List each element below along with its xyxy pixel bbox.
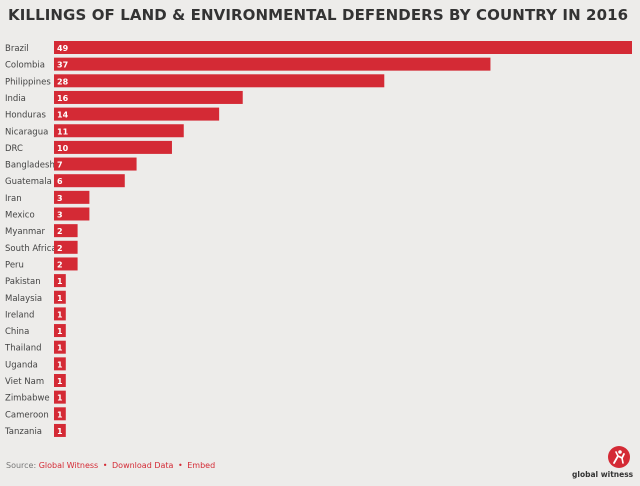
value-label: 2 — [57, 260, 63, 269]
value-label: 2 — [57, 227, 63, 236]
bar[interactable] — [54, 374, 66, 387]
category-label: Malaysia — [5, 294, 42, 304]
bar[interactable] — [54, 290, 66, 304]
bar[interactable] — [54, 357, 66, 371]
value-label: 1 — [57, 277, 63, 286]
bar[interactable] — [54, 274, 66, 288]
value-label: 37 — [57, 61, 68, 70]
value-label: 1 — [57, 410, 63, 419]
value-label: 28 — [57, 77, 69, 86]
chart-title: KILLINGS OF LAND & ENVIRONMENTAL DEFENDE… — [8, 6, 629, 24]
category-label: Cameroon — [5, 410, 49, 420]
bar[interactable] — [54, 90, 243, 104]
bar[interactable] — [54, 240, 78, 254]
value-label: 16 — [57, 94, 69, 103]
category-label: DRC — [5, 144, 23, 154]
category-label: Zimbabwe — [5, 394, 50, 404]
bar[interactable] — [54, 324, 66, 338]
bar[interactable] — [54, 307, 66, 321]
footer: Source: Global Witness • Download Data •… — [6, 461, 215, 470]
category-label: Bangladesh — [5, 161, 55, 171]
category-label: Thailand — [4, 344, 42, 354]
value-label: 1 — [57, 394, 63, 403]
category-label: India — [5, 94, 26, 104]
category-label: Iran — [5, 194, 22, 204]
value-label: 11 — [57, 127, 69, 136]
value-label: 14 — [57, 111, 69, 120]
category-label: China — [5, 327, 29, 337]
bar[interactable] — [54, 207, 90, 221]
category-label: Uganda — [5, 360, 38, 370]
bar[interactable] — [54, 157, 137, 171]
bar[interactable] — [54, 190, 90, 204]
value-label: 7 — [57, 161, 63, 170]
value-label: 1 — [57, 344, 63, 353]
category-label: Viet Nam — [5, 377, 44, 387]
bar[interactable] — [54, 340, 66, 354]
category-label: Ireland — [5, 310, 34, 320]
bar[interactable] — [54, 224, 78, 238]
category-label: Colombia — [5, 61, 45, 71]
category-label: Nicaragua — [5, 127, 48, 137]
bar[interactable] — [54, 57, 491, 71]
logo-text: global witness — [572, 470, 634, 479]
value-label: 1 — [57, 377, 63, 386]
value-label: 3 — [57, 194, 63, 203]
category-label: Philippines — [5, 77, 51, 87]
value-label: 3 — [57, 211, 63, 220]
bar[interactable] — [54, 74, 385, 88]
category-label: Peru — [5, 260, 24, 270]
value-label: 6 — [57, 177, 63, 186]
bar[interactable] — [54, 140, 172, 154]
value-label: 10 — [57, 144, 69, 153]
logo-icon — [608, 446, 630, 468]
category-label: Pakistan — [5, 277, 41, 287]
category-label: Mexico — [5, 211, 35, 221]
global-witness-logo: global witness — [572, 446, 636, 482]
bar[interactable] — [54, 107, 220, 121]
bar[interactable] — [54, 423, 66, 437]
separator: • — [177, 461, 183, 470]
download-data-link[interactable]: Download Data — [112, 461, 174, 470]
value-label: 1 — [57, 327, 63, 336]
separator: • — [102, 461, 108, 470]
bar[interactable] — [54, 41, 632, 54]
bar[interactable] — [54, 124, 184, 138]
value-label: 1 — [57, 310, 63, 319]
bar[interactable] — [54, 257, 78, 271]
category-label: Honduras — [5, 111, 46, 121]
source-link[interactable]: Global Witness — [38, 461, 99, 470]
bar[interactable] — [54, 407, 66, 421]
value-label: 1 — [57, 427, 63, 436]
bar[interactable] — [54, 390, 66, 404]
category-label: Myanmar — [5, 227, 45, 237]
embed-link[interactable]: Embed — [187, 461, 216, 470]
value-label: 1 — [57, 360, 63, 369]
value-label: 49 — [57, 44, 69, 53]
bar[interactable] — [54, 174, 125, 188]
category-label: Tanzania — [4, 427, 42, 437]
category-label: South Africa — [5, 244, 57, 254]
category-label: Brazil — [5, 44, 29, 54]
category-label: Guatemala — [5, 177, 52, 187]
source-label: Source: — [6, 461, 37, 470]
value-label: 1 — [57, 294, 63, 303]
value-label: 2 — [57, 244, 63, 253]
